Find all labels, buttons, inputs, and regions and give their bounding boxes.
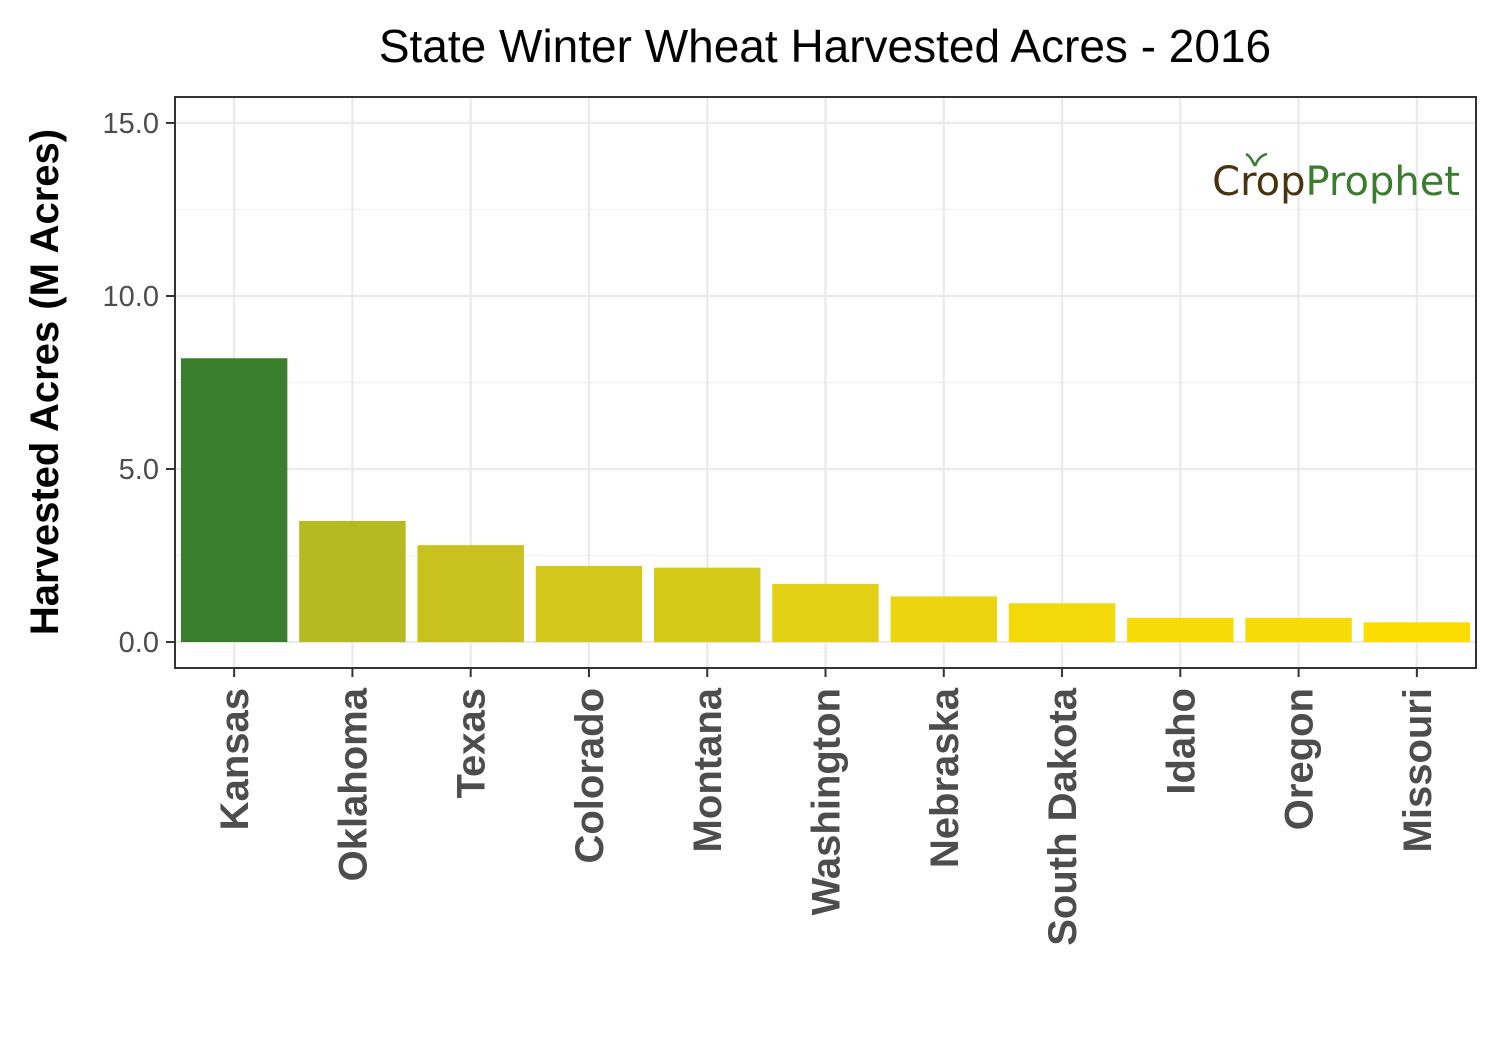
svg-text:CropProphet: CropProphet bbox=[1212, 159, 1460, 205]
y-axis-label: Harvested Acres (M Acres) bbox=[23, 129, 67, 635]
chart-title: State Winter Wheat Harvested Acres - 201… bbox=[379, 20, 1271, 72]
cropprophet-logo: CropProphet bbox=[1212, 152, 1460, 205]
y-tick-label: 5.0 bbox=[119, 454, 159, 486]
bar bbox=[1008, 603, 1116, 643]
bars bbox=[180, 358, 1471, 643]
axis-ticks bbox=[166, 121, 1418, 677]
y-tick-label: 15.0 bbox=[103, 108, 159, 140]
tick-labels: 0.0 5.0 10.0 15.0 Kansas Oklahoma Texas Colorad… bbox=[103, 108, 1440, 946]
bar bbox=[890, 596, 997, 643]
bar bbox=[535, 565, 643, 643]
bar bbox=[1363, 622, 1471, 643]
y-tick-label: 0.0 bbox=[119, 627, 159, 659]
bar bbox=[299, 520, 406, 643]
x-tick-label: Washington bbox=[805, 688, 849, 915]
x-tick-label: Texas bbox=[450, 688, 494, 798]
x-tick-label: Montana bbox=[686, 687, 730, 852]
x-tick-label: Kansas bbox=[213, 688, 257, 830]
y-tick-label: 10.0 bbox=[103, 281, 159, 313]
bar bbox=[654, 567, 761, 643]
bar bbox=[1127, 617, 1234, 643]
logo-prophet-text: Prophet bbox=[1306, 159, 1461, 205]
x-tick-label: South Dakota bbox=[1041, 687, 1085, 946]
bar bbox=[180, 358, 288, 643]
sprout-icon bbox=[1245, 152, 1268, 167]
bar bbox=[1245, 617, 1352, 643]
bar bbox=[772, 583, 879, 643]
bar bbox=[417, 545, 524, 643]
logo-crop-text: Crop bbox=[1212, 159, 1305, 205]
x-tick-label: Oregon bbox=[1278, 688, 1322, 830]
x-tick-label: Idaho bbox=[1159, 688, 1203, 795]
x-tick-label: Missouri bbox=[1396, 688, 1440, 852]
x-tick-label: Nebraska bbox=[923, 687, 967, 868]
grid-lines bbox=[175, 97, 1476, 668]
x-tick-label: Oklahoma bbox=[331, 687, 375, 881]
x-tick-label: Colorado bbox=[568, 688, 612, 864]
